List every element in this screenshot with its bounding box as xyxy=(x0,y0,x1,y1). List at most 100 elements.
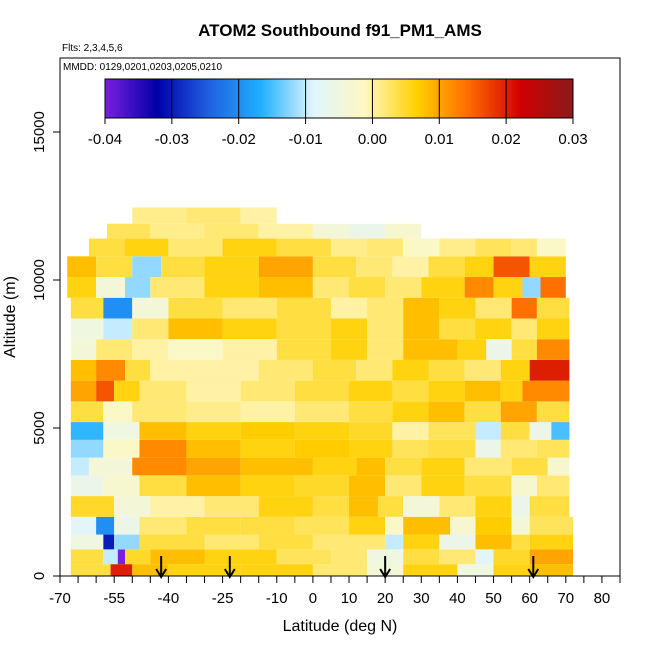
heatmap-cell xyxy=(70,359,97,381)
heatmap-cell xyxy=(500,422,530,440)
heatmap-cell xyxy=(258,277,313,298)
heatmap-cell xyxy=(132,564,169,576)
heatmap-cell xyxy=(403,564,458,576)
heatmap-cell xyxy=(385,534,404,550)
x-axis-label: Latitude (deg N) xyxy=(283,618,398,635)
dates-note: MMDD: 0129,0201,0203,0205,0210 xyxy=(63,62,222,73)
heatmap-cell xyxy=(511,457,548,476)
heatmap-cell xyxy=(392,439,429,458)
heatmap-cell xyxy=(511,238,537,257)
heatmap-cell xyxy=(439,238,476,257)
heatmap-cell xyxy=(168,564,241,576)
heatmap-cell xyxy=(125,359,151,381)
y-tick-label: 10000 xyxy=(31,259,48,301)
heatmap-cell xyxy=(475,439,501,458)
heatmap-cell xyxy=(551,422,570,440)
heatmap-cell xyxy=(457,339,487,360)
heatmap-cell xyxy=(240,422,295,440)
heatmap-cell xyxy=(421,277,465,298)
heatmap-cell xyxy=(70,475,104,497)
heatmap-cell xyxy=(204,549,277,565)
heatmap-cell xyxy=(139,439,187,458)
heatmap-cell xyxy=(132,297,169,319)
heatmap-cell xyxy=(403,549,440,565)
colorbar-tick-label: 0.03 xyxy=(558,131,587,148)
heatmap-cell xyxy=(70,516,97,535)
heatmap-cell xyxy=(258,496,313,517)
heatmap-cell xyxy=(439,549,476,565)
heatmap-cell xyxy=(330,549,368,565)
heatmap-cell xyxy=(428,256,465,278)
heatmap-cell xyxy=(439,496,476,517)
heatmap-cell xyxy=(493,549,530,565)
heatmap-cell xyxy=(258,359,313,381)
colorbar-tick-label: 0.02 xyxy=(492,131,521,148)
heatmap-cell xyxy=(150,549,205,565)
colorbar-tick-label: -0.01 xyxy=(288,131,322,148)
heatmap-cell xyxy=(276,238,331,257)
heatmap-cell xyxy=(475,297,512,319)
heatmap-cell xyxy=(106,223,151,239)
heatmap-cell xyxy=(349,401,393,423)
heatmap-cell xyxy=(186,401,241,423)
heatmap-cell xyxy=(150,277,205,298)
heatmap-cell xyxy=(312,256,357,278)
heatmap-cell xyxy=(70,564,111,576)
heatmap-cell xyxy=(349,475,386,497)
heatmap-cell xyxy=(240,401,295,423)
heatmap-cell xyxy=(349,534,386,550)
heatmap-cell xyxy=(439,297,476,319)
heatmap-cell xyxy=(522,277,541,298)
heatmap-cell xyxy=(240,457,313,476)
heatmap-cell xyxy=(294,439,350,458)
heatmap-cell xyxy=(132,457,187,476)
heatmap-cell xyxy=(367,238,404,257)
heatmap-cell xyxy=(536,475,570,497)
heatmap-cell xyxy=(330,238,368,257)
heatmap-cell xyxy=(67,256,97,278)
heatmap-cell xyxy=(475,422,501,440)
flight-arrow xyxy=(223,556,236,579)
heatmap-cell xyxy=(103,422,140,440)
heatmap-cell xyxy=(70,380,97,402)
heatmap-layers xyxy=(67,207,574,576)
heatmap-cell xyxy=(139,475,187,497)
heatmap-cell xyxy=(294,422,350,440)
heatmap-cell xyxy=(475,238,512,257)
heatmap-cell xyxy=(186,380,241,402)
heatmap-cell xyxy=(240,207,277,224)
heatmap-cell xyxy=(486,339,512,360)
heatmap-cell xyxy=(240,439,295,458)
heatmap-cell xyxy=(403,496,440,517)
heatmap-cell xyxy=(168,318,223,340)
heatmap-cell xyxy=(114,534,140,550)
colorbar-tick-label: 0.00 xyxy=(358,131,387,148)
heatmap-cell xyxy=(349,439,393,458)
y-tick-label: 15000 xyxy=(31,111,48,153)
heatmap-cell xyxy=(428,380,465,402)
heatmap-cell xyxy=(312,223,350,239)
heatmap-cell xyxy=(529,564,574,576)
heatmap-cell xyxy=(132,318,169,340)
heatmap-cell xyxy=(457,564,494,576)
heatmap-cell xyxy=(403,339,458,360)
heatmap-cell xyxy=(186,457,241,476)
heatmap-cell xyxy=(392,401,429,423)
heatmap-cell xyxy=(70,422,104,440)
heatmap-cell xyxy=(186,439,241,458)
heatmap-cell xyxy=(349,422,393,440)
x-tick-label: 20 xyxy=(377,590,394,607)
heatmap-cell xyxy=(186,516,241,535)
heatmap-cell xyxy=(139,534,205,550)
heatmap-cell xyxy=(139,422,187,440)
heatmap-cell xyxy=(103,297,133,319)
heatmap-cell xyxy=(70,318,104,340)
heatmap-cell xyxy=(110,564,133,576)
x-tick-label: 10 xyxy=(341,590,358,607)
heatmap-cell xyxy=(464,359,501,381)
heatmap-cell xyxy=(103,549,118,565)
heatmap-cell xyxy=(103,439,140,458)
flight-arrow xyxy=(155,556,168,579)
heatmap-cell xyxy=(475,496,512,517)
heatmap-cell xyxy=(240,380,295,402)
